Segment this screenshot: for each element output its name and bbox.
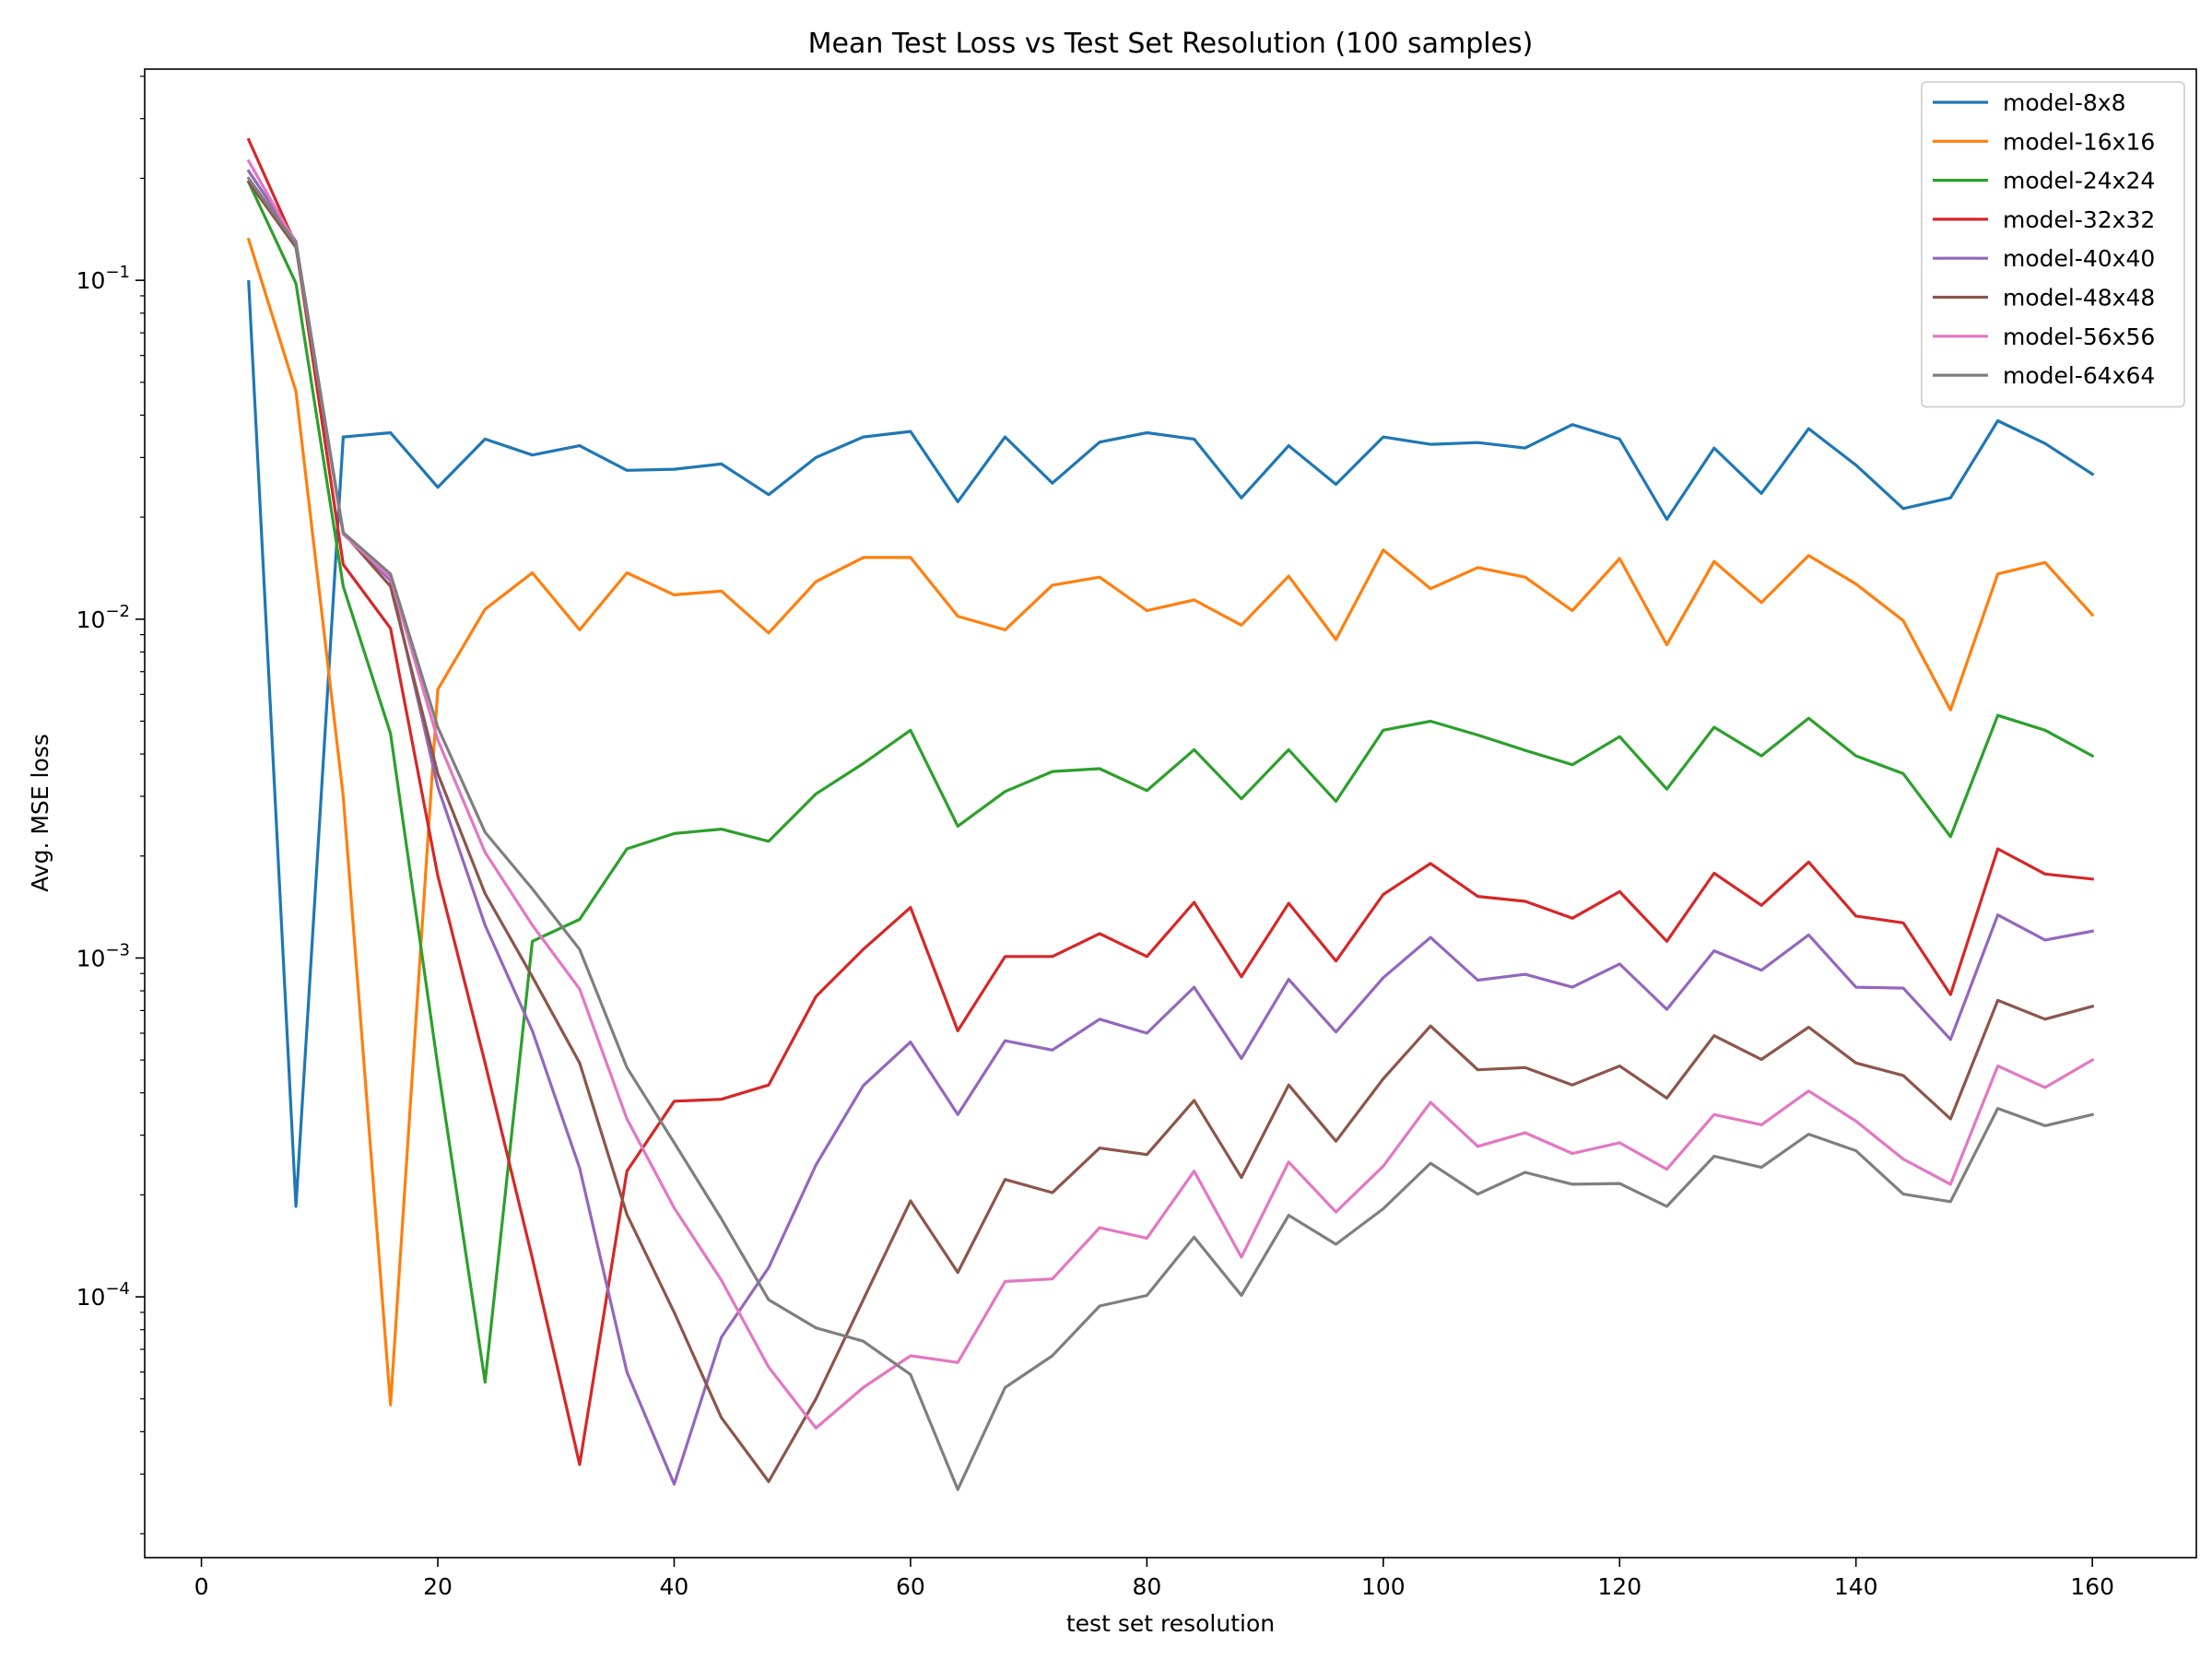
legend-label: model-24x24 bbox=[2003, 168, 2155, 194]
legend-label: model-64x64 bbox=[2003, 362, 2155, 389]
chart-title: Mean Test Loss vs Test Set Resolution (1… bbox=[808, 28, 1534, 60]
x-axis: 0 20 40 60 80 100 120 140 160 bbox=[194, 1558, 2114, 1600]
x-tick-label: 40 bbox=[660, 1573, 689, 1600]
series-line-model-56x56 bbox=[246, 159, 2095, 1430]
legend-label: model-48x48 bbox=[2003, 285, 2155, 312]
series-line-model-48x48 bbox=[246, 180, 2095, 1484]
x-tick-label: 80 bbox=[1132, 1573, 1161, 1600]
legend-label: model-32x32 bbox=[2003, 206, 2155, 233]
series-line-model-16x16 bbox=[246, 237, 2095, 1406]
x-tick-label: 140 bbox=[1834, 1573, 1878, 1600]
plot-frame bbox=[144, 68, 2197, 1559]
series-layer bbox=[246, 137, 2095, 1491]
y-axis: 10−1 10−2 10−3 10−4 bbox=[76, 76, 145, 1535]
legend-label: model-16x16 bbox=[2003, 128, 2155, 155]
series-line-model-64x64 bbox=[246, 176, 2095, 1491]
y-tick-label: 10−2 bbox=[76, 602, 130, 633]
x-tick-label: 160 bbox=[2070, 1573, 2114, 1600]
legend-label: model-56x56 bbox=[2003, 324, 2155, 350]
x-tick-label: 60 bbox=[896, 1573, 925, 1600]
series-line-model-32x32 bbox=[246, 137, 2094, 1466]
legend-box bbox=[1921, 81, 2185, 408]
x-tick-label: 120 bbox=[1597, 1573, 1641, 1600]
y-tick-label: 10−4 bbox=[76, 1279, 130, 1311]
series-line-model-40x40 bbox=[246, 169, 2095, 1486]
y-tick-label: 10−3 bbox=[76, 940, 130, 971]
legend-label: model-8x8 bbox=[2003, 89, 2125, 116]
x-axis-label: test set resolution bbox=[1066, 1610, 1275, 1637]
x-tick-label: 0 bbox=[194, 1573, 209, 1600]
series-line-model-8x8 bbox=[247, 280, 2095, 1208]
y-axis-label: Avg. MSE loss bbox=[27, 734, 53, 892]
series-line-model-24x24 bbox=[246, 180, 2095, 1384]
x-tick-label: 100 bbox=[1361, 1573, 1406, 1600]
x-tick-label: 20 bbox=[423, 1573, 453, 1600]
legend: model-8x8 model-16x16 model-24x24 model-32x… bbox=[1921, 81, 2185, 408]
legend-label: model-40x40 bbox=[2003, 245, 2155, 272]
y-tick-label: 10−1 bbox=[76, 263, 130, 294]
